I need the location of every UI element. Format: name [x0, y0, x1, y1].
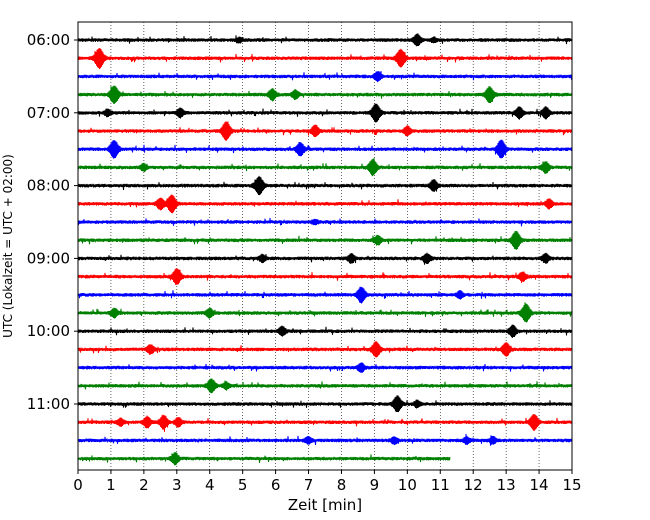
- axis-layer: 0 1 2 3 4 5 6 7 8 9 10 11 12 13 14 1506:0007:0008:0009:…: [27, 31, 582, 494]
- plot-frame: [77, 21, 573, 471]
- x-tick-label: 6: [271, 476, 281, 494]
- y-tick-label: 07:00: [27, 104, 70, 122]
- y-tick-label: 08:00: [27, 177, 70, 195]
- seismic-trace: [77, 85, 573, 104]
- x-tick-label: 4: [205, 476, 215, 494]
- x-tick-label: 1: [106, 476, 116, 494]
- x-tick-label: 2: [139, 476, 149, 494]
- seismic-trace: [77, 302, 573, 323]
- seismic-trace: [77, 103, 573, 123]
- x-tick-label: 15: [562, 476, 581, 494]
- seismic-trace: [77, 324, 573, 338]
- y-tick-label: 06:00: [27, 31, 70, 49]
- y-axis-label: UTC (Lokalzeit = UTC + 02:00): [1, 154, 15, 338]
- x-tick-label: 5: [238, 476, 248, 494]
- seismic-trace: [77, 231, 573, 250]
- seismic-trace: [77, 33, 573, 47]
- x-tick-label: 14: [530, 476, 549, 494]
- y-tick-label: 09:00: [27, 249, 70, 267]
- seismic-trace: [77, 433, 573, 446]
- seismic-trace: [77, 71, 573, 83]
- seismic-trace: [77, 286, 573, 304]
- y-tick-label: 11:00: [27, 395, 70, 413]
- x-tick-label: 7: [304, 476, 314, 494]
- x-tick-label: 0: [73, 476, 83, 494]
- seismic-trace: [77, 340, 573, 358]
- seismic-trace: [77, 452, 451, 466]
- x-tick-label: 12: [464, 476, 483, 494]
- seismic-trace: [77, 395, 573, 413]
- seismic-trace: [77, 378, 573, 394]
- x-tick-label: 13: [497, 476, 516, 494]
- x-tick-label: 10: [398, 476, 417, 494]
- seismic-trace: [77, 194, 573, 214]
- x-tick-label: 11: [431, 476, 450, 494]
- seismic-trace: [77, 217, 573, 227]
- seismic-trace: [77, 121, 573, 141]
- seismic-trace: [77, 414, 573, 432]
- seismic-trace: [77, 268, 573, 285]
- x-axis-label: Zeit [min]: [288, 496, 362, 514]
- y-tick-label: 10:00: [27, 322, 70, 340]
- x-tick-label: 9: [370, 476, 380, 494]
- seismic-trace: [77, 362, 573, 373]
- seismic-trace: [77, 158, 573, 177]
- seismic-trace: [77, 252, 573, 265]
- seismic-trace: [77, 48, 573, 69]
- seismic-trace: [77, 139, 573, 159]
- x-tick-label: 3: [172, 476, 182, 494]
- x-tick-label: 8: [337, 476, 347, 494]
- seismic-trace: [77, 175, 573, 196]
- trace-layer: [77, 33, 573, 466]
